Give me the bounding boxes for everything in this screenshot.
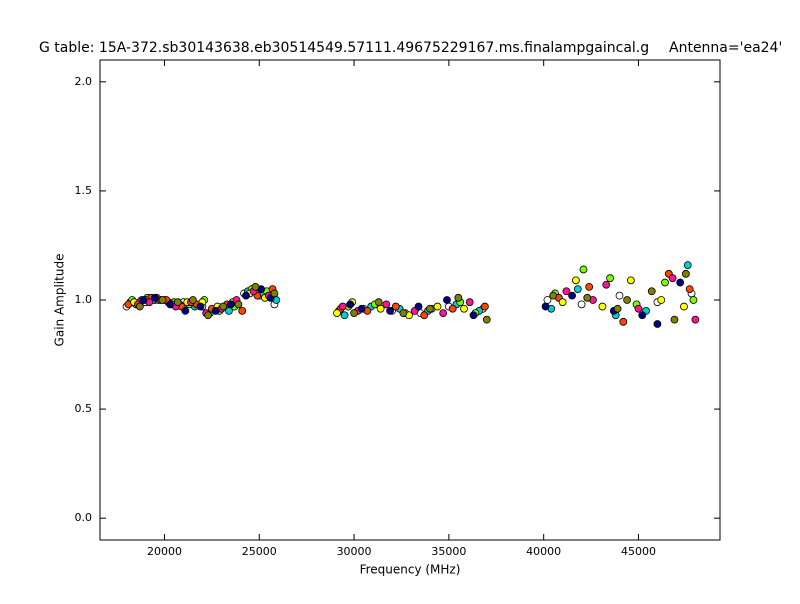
data-point: [613, 304, 622, 313]
data-point: [374, 298, 383, 307]
data-point: [391, 302, 400, 311]
data-point: [541, 302, 550, 311]
data-point: [350, 309, 358, 317]
data-point: [683, 261, 692, 269]
data-point: [668, 274, 677, 283]
data-point: [333, 309, 341, 317]
data-point: [448, 304, 457, 313]
data-point: [346, 300, 355, 309]
chart-title: G table: 15A-372.sb30143638.eb30514549.5…: [39, 40, 649, 56]
data-point: [623, 296, 631, 304]
y-tick-label: 2.0: [75, 75, 93, 88]
x-tick-label: 40000: [526, 545, 561, 558]
data-point: [568, 291, 577, 300]
y-tick-label: 1.5: [75, 184, 93, 197]
data-point: [680, 302, 688, 311]
data-point: [615, 291, 624, 300]
data-point: [433, 302, 442, 311]
data-point: [598, 302, 607, 311]
data-point: [439, 309, 448, 317]
data-point: [572, 276, 580, 285]
data-point: [469, 311, 478, 320]
data-point: [386, 307, 394, 315]
data-point: [166, 300, 175, 309]
data-point: [579, 265, 588, 274]
data-point: [626, 276, 635, 285]
data-point: [460, 304, 468, 313]
data-point: [219, 302, 228, 311]
x-axis-label: Frequency (MHz): [360, 563, 461, 577]
data-point: [414, 302, 423, 311]
data-point: [583, 293, 592, 302]
data-point: [606, 274, 614, 283]
data-point: [619, 317, 628, 326]
data-point: [685, 285, 694, 293]
x-tick-label: 30000: [337, 545, 372, 558]
x-tick-label: 20000: [147, 545, 182, 558]
data-point: [139, 296, 148, 304]
data-point: [670, 315, 679, 324]
data-point: [357, 304, 366, 313]
data-point: [420, 311, 429, 320]
y-tick-label: 0.5: [75, 402, 93, 415]
data-point: [242, 291, 250, 300]
data-point: [657, 296, 666, 304]
data-point: [226, 300, 235, 309]
data-point: [689, 296, 698, 304]
x-tick-label: 45000: [621, 545, 656, 558]
data-point: [647, 287, 656, 296]
data-point: [135, 302, 144, 311]
data-point: [602, 280, 611, 289]
data-point: [482, 315, 491, 324]
data-point: [234, 300, 243, 309]
y-tick-label: 0.0: [75, 511, 93, 524]
data-point: [173, 298, 182, 307]
data-point: [251, 283, 260, 291]
data-point: [634, 304, 643, 313]
data-point: [465, 298, 474, 307]
data-point: [681, 269, 690, 278]
y-axis-label: Gain Amplitude: [53, 254, 67, 347]
data-point: [270, 289, 279, 298]
x-tick-label: 25000: [242, 545, 277, 558]
data-point: [382, 300, 391, 309]
data-point: [443, 296, 451, 304]
data-point: [676, 278, 685, 287]
data-point: [558, 298, 567, 307]
data-point: [573, 285, 582, 293]
data-point: [426, 304, 434, 313]
data-point: [480, 302, 489, 311]
data-point: [585, 283, 594, 291]
data-point: [549, 291, 558, 300]
data-point: [196, 302, 205, 311]
data-point: [211, 307, 220, 315]
data-point: [399, 309, 408, 317]
data-point: [338, 302, 347, 311]
data-point: [181, 307, 190, 315]
antenna-label: Antenna='ea24': [669, 40, 782, 56]
data-point: [189, 296, 197, 304]
data-point: [158, 296, 167, 304]
data-point: [151, 293, 159, 302]
data-point: [562, 287, 571, 296]
data-point: [653, 320, 662, 328]
data-point: [661, 278, 669, 287]
data-point: [638, 311, 647, 320]
data-point: [577, 300, 586, 309]
data-point: [204, 311, 212, 320]
data-point: [454, 293, 463, 302]
data-point: [238, 307, 247, 315]
data-point: [340, 311, 349, 320]
data-point: [691, 315, 700, 324]
x-tick-label: 35000: [431, 545, 466, 558]
y-tick-label: 1.0: [75, 293, 93, 306]
